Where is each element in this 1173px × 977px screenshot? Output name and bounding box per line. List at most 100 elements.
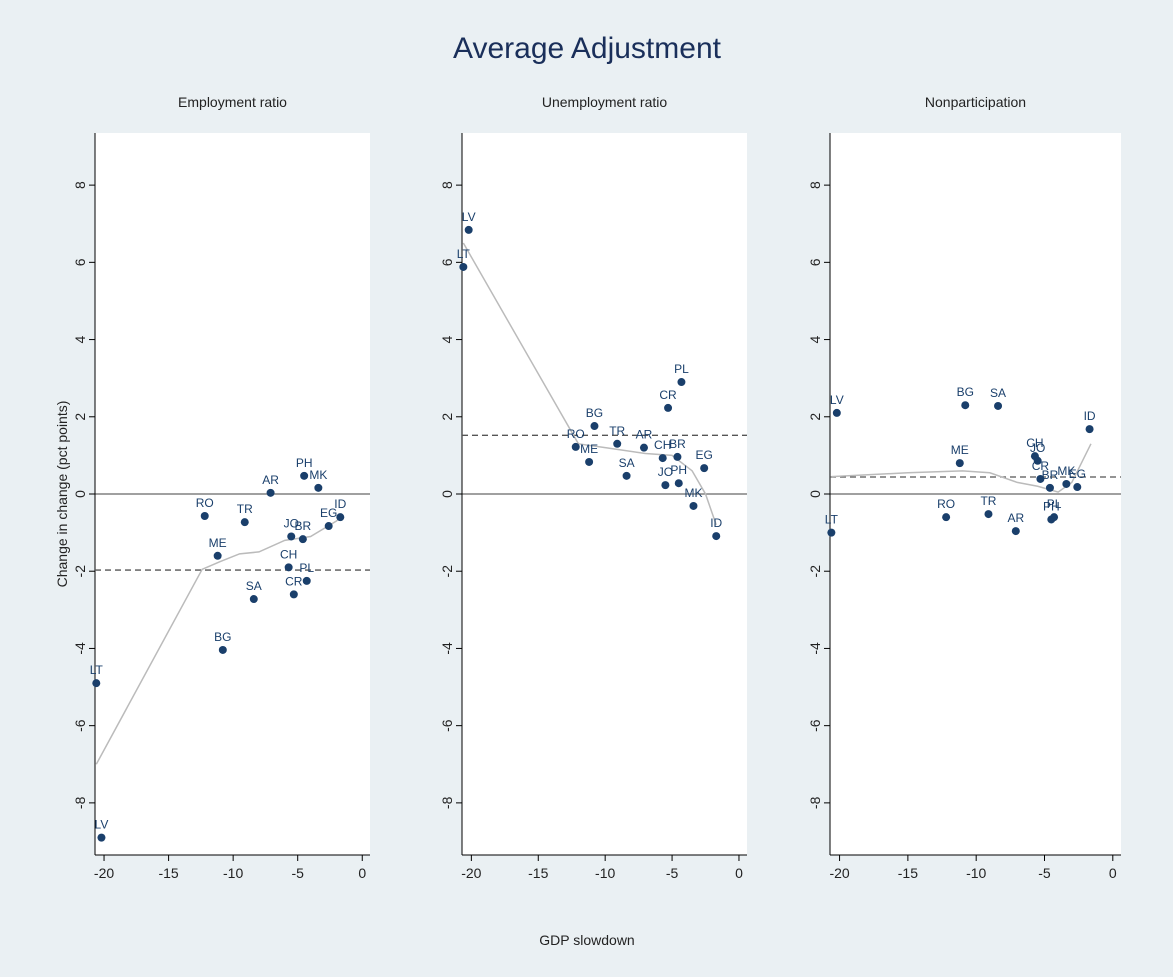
point — [961, 401, 970, 410]
x-tick-label: -20 — [461, 865, 481, 881]
point-label: PL — [674, 362, 689, 376]
point — [324, 522, 333, 531]
y-tick-label: 8 — [807, 181, 823, 189]
x-tick-label: 0 — [358, 865, 366, 881]
point-label: LT — [457, 247, 471, 261]
panel-title: Nonparticipation — [925, 94, 1026, 110]
point — [1033, 456, 1042, 465]
point — [673, 452, 682, 461]
point — [955, 459, 964, 468]
point-label: CH — [280, 547, 297, 561]
point-label: SA — [246, 579, 262, 593]
x-tick-label: -20 — [94, 865, 114, 881]
point-label: BR — [669, 437, 686, 451]
point — [674, 479, 683, 488]
y-tick-label: -4 — [807, 642, 823, 655]
x-tick-label: -10 — [223, 865, 243, 881]
point-label: RO — [196, 496, 214, 510]
point-label: SA — [990, 386, 1006, 400]
y-tick-label: -6 — [439, 719, 455, 732]
point — [585, 457, 594, 466]
panel-title: Employment ratio — [178, 94, 287, 110]
point — [1011, 527, 1020, 536]
point — [613, 439, 622, 448]
point — [832, 408, 841, 417]
point — [464, 225, 473, 234]
point — [700, 464, 709, 473]
point-label: CR — [1032, 459, 1050, 473]
y-tick-label: -8 — [72, 796, 88, 809]
y-tick-label: 8 — [439, 181, 455, 189]
point-label: BG — [586, 406, 603, 420]
point — [942, 513, 951, 522]
x-tick-label: 0 — [1109, 865, 1117, 881]
point-label: BG — [957, 385, 974, 399]
point — [590, 422, 599, 431]
x-tick-label: -10 — [595, 865, 615, 881]
point — [827, 528, 836, 537]
point-label: BG — [214, 630, 231, 644]
point-label: MK — [309, 468, 327, 482]
y-tick-label: 0 — [807, 490, 823, 498]
point-label: LV — [830, 393, 844, 407]
point-label: BR — [1042, 468, 1059, 482]
y-tick-label: -2 — [439, 565, 455, 578]
y-tick-label: 2 — [72, 413, 88, 421]
point — [97, 833, 106, 842]
point — [302, 576, 311, 585]
x-tick-label: -5 — [291, 865, 304, 881]
point-label: LV — [95, 818, 109, 832]
point-label: RO — [937, 497, 955, 511]
point-label: LT — [90, 663, 104, 677]
y-tick-label: 2 — [807, 413, 823, 421]
point-label: CH — [1026, 436, 1043, 450]
point-label: PH — [1043, 499, 1060, 513]
point-label: LV — [462, 210, 476, 224]
point-label: JO — [284, 516, 299, 530]
point-label: RO — [567, 427, 585, 441]
point — [298, 535, 307, 544]
x-tick-label: 0 — [735, 865, 743, 881]
y-tick-label: -4 — [439, 642, 455, 655]
point-label: ID — [1084, 409, 1096, 423]
y-tick-label: -4 — [72, 642, 88, 655]
y-tick-label: 4 — [439, 335, 455, 343]
point — [284, 563, 293, 572]
y-tick-label: -8 — [807, 796, 823, 809]
point — [661, 481, 670, 490]
x-axis-label: GDP slowdown — [539, 932, 634, 948]
y-tick-label: -6 — [807, 719, 823, 732]
point — [984, 510, 993, 519]
y-tick-label: 0 — [72, 490, 88, 498]
point — [1085, 425, 1094, 434]
point — [213, 551, 222, 560]
point-label: CR — [659, 388, 677, 402]
point-label: JO — [658, 465, 673, 479]
point-label: PL — [1047, 497, 1062, 511]
point-label: LT — [825, 513, 839, 527]
point — [658, 454, 667, 463]
y-tick-label: 8 — [72, 181, 88, 189]
point — [571, 442, 580, 451]
panel-title: Unemployment ratio — [542, 94, 667, 110]
point — [622, 471, 631, 480]
point — [712, 532, 721, 541]
y-axis-label: Change in change (pct points) — [54, 401, 70, 588]
point-label: MK — [684, 486, 702, 500]
point-label: ID — [334, 497, 346, 511]
y-tick-label: 0 — [439, 490, 455, 498]
point — [200, 512, 209, 521]
point-label: EG — [696, 448, 713, 462]
point-label: EG — [320, 506, 337, 520]
point — [314, 483, 323, 492]
point-label: PL — [299, 561, 314, 575]
point-label: TR — [980, 494, 996, 508]
point-label: PH — [670, 463, 687, 477]
point — [300, 471, 309, 480]
y-tick-label: 6 — [439, 258, 455, 266]
point — [689, 501, 698, 510]
y-tick-label: -2 — [72, 565, 88, 578]
point-label: ME — [951, 443, 969, 457]
point-label: PH — [296, 456, 313, 470]
